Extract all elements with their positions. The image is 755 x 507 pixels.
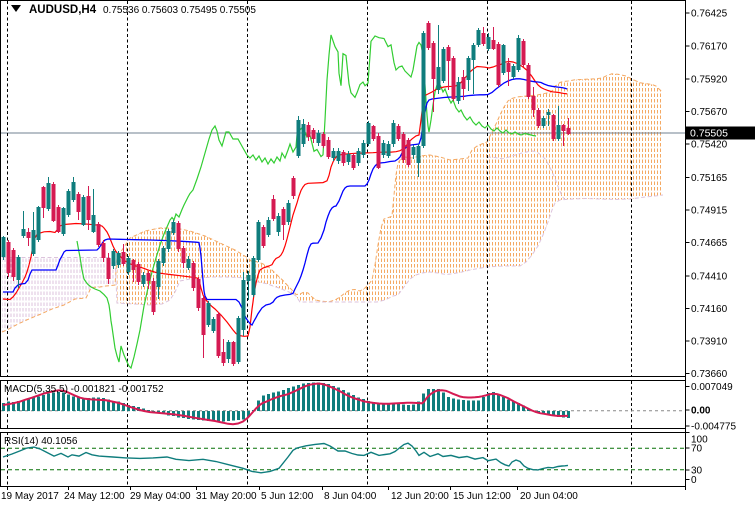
svg-text:MACD(5,35,5) -0.001821 -0.0017: MACD(5,35,5) -0.001821 -0.001752 [4,384,164,395]
svg-text:AUDUSD,H4: AUDUSD,H4 [29,4,97,16]
svg-text:-0.004775: -0.004775 [691,422,736,433]
svg-text:0.76425: 0.76425 [691,9,728,20]
svg-text:RSI(14) 40.1056: RSI(14) 40.1056 [4,436,78,447]
svg-text:0.74160: 0.74160 [691,304,728,315]
svg-text:30: 30 [691,465,703,476]
svg-text:29 May 04:00: 29 May 04:00 [130,491,191,502]
svg-text:0.75165: 0.75165 [691,173,728,184]
svg-text:0.75536 0.75603 0.75495 0.7550: 0.75536 0.75603 0.75495 0.75505 [103,5,256,16]
svg-text:0.75505: 0.75505 [690,128,728,140]
svg-text:0: 0 [691,475,697,486]
svg-text:31 May 20:00: 31 May 20:00 [196,491,257,502]
svg-text:0.73660: 0.73660 [691,369,728,380]
svg-text:20 Jun 04:00: 20 Jun 04:00 [520,491,578,502]
svg-text:5 Jun 12:00: 5 Jun 12:00 [261,491,314,502]
svg-text:0.75420: 0.75420 [691,140,728,151]
svg-text:0.75920: 0.75920 [691,74,728,85]
svg-text:0.76170: 0.76170 [691,42,728,53]
svg-text:12 Jun 20:00: 12 Jun 20:00 [391,491,449,502]
svg-text:0.74410: 0.74410 [691,271,728,282]
svg-text:0.74665: 0.74665 [691,238,728,249]
svg-text:0.007049: 0.007049 [691,382,733,393]
svg-text:0.73910: 0.73910 [691,337,728,348]
svg-text:0.00: 0.00 [691,406,711,417]
svg-text:0.75670: 0.75670 [691,107,728,118]
svg-text:0.74915: 0.74915 [691,206,728,217]
svg-text:100: 100 [691,434,708,445]
svg-text:8 Jun 04:00: 8 Jun 04:00 [324,491,377,502]
svg-text:19 May 2017: 19 May 2017 [1,491,59,502]
svg-text:15 Jun 12:00: 15 Jun 12:00 [453,491,511,502]
svg-text:70: 70 [691,444,703,455]
svg-text:24 May 12:00: 24 May 12:00 [64,491,125,502]
